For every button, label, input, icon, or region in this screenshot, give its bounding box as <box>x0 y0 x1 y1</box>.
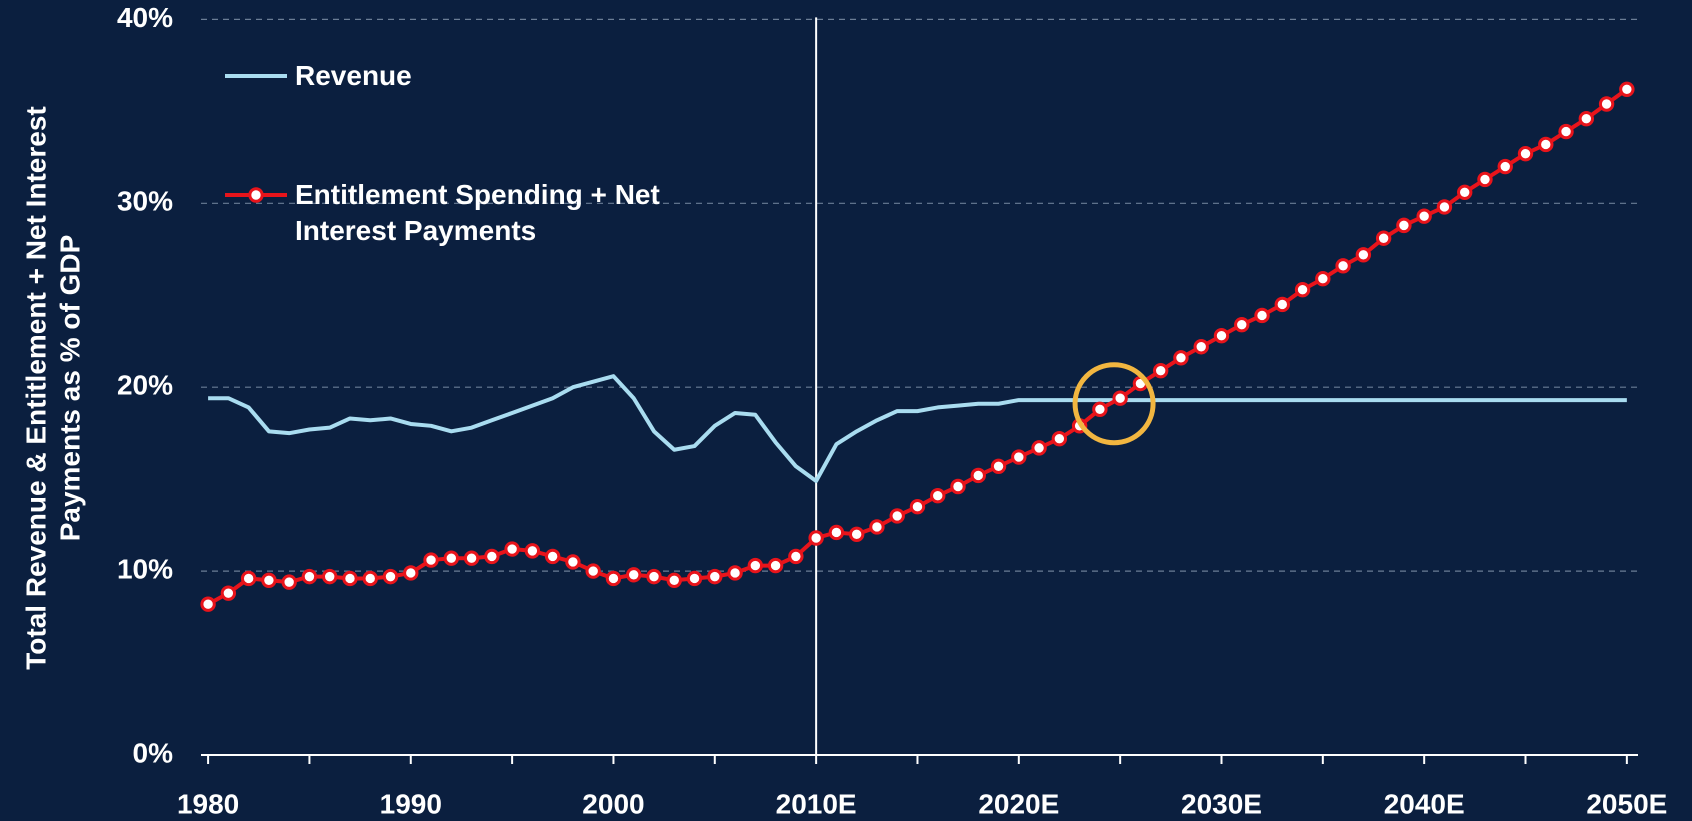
series-marker <box>423 552 439 568</box>
series-marker <box>1416 208 1432 224</box>
series-marker <box>930 488 946 504</box>
series-marker <box>788 548 804 565</box>
legend-label: Revenue <box>295 60 412 91</box>
series-marker <box>1031 440 1047 456</box>
legend-marker <box>248 187 264 203</box>
series-marker <box>443 550 460 566</box>
series-marker <box>1335 258 1351 274</box>
legend-label: Entitlement Spending + Net Interest Paym… <box>295 179 660 246</box>
series-marker <box>1274 296 1290 313</box>
series-marker <box>301 568 318 585</box>
series-marker <box>1254 307 1270 324</box>
x-tick-label: 1980 <box>177 788 239 819</box>
series-marker <box>504 541 520 557</box>
highlight-circle <box>1072 362 1156 446</box>
series-marker <box>1497 158 1513 175</box>
series-marker <box>1173 350 1189 366</box>
series-marker <box>1213 328 1230 344</box>
series-marker <box>990 458 1007 474</box>
y-tick-label: 0% <box>133 737 174 768</box>
series-marker <box>1193 339 1209 355</box>
series-marker <box>666 572 682 588</box>
x-tick-label: 2000 <box>582 788 644 819</box>
series-marker <box>970 467 986 484</box>
y-tick-label: 20% <box>117 370 173 401</box>
series-marker <box>869 519 885 535</box>
series-marker <box>1112 390 1128 406</box>
y-tick-label: 30% <box>117 186 173 217</box>
series-marker <box>1598 96 1615 112</box>
series-marker <box>747 557 764 574</box>
series-marker <box>1396 217 1412 234</box>
series-marker <box>281 574 297 590</box>
series-marker <box>808 530 824 546</box>
series-line <box>208 374 1627 483</box>
series-marker <box>1234 316 1250 333</box>
series-marker <box>403 565 419 581</box>
series-marker <box>605 570 622 587</box>
series-line <box>207 87 1629 606</box>
series-marker <box>1315 270 1331 287</box>
series-marker <box>707 568 723 585</box>
series-marker <box>1517 145 1534 162</box>
series-marker <box>200 596 216 612</box>
x-tick-label: 2020E <box>978 788 1059 819</box>
series-marker <box>889 508 905 524</box>
series-marker <box>1619 81 1635 97</box>
series-marker <box>1294 282 1311 298</box>
series-marker <box>261 572 277 588</box>
series-marker <box>362 570 378 587</box>
series-marker <box>1051 430 1068 447</box>
series-marker <box>1355 247 1372 263</box>
x-tick-label: 2050E <box>1586 788 1667 819</box>
series-marker <box>484 548 500 565</box>
y-axis-label: Payments as % of GDP <box>54 235 85 542</box>
series-marker <box>1558 123 1574 140</box>
series-marker <box>686 570 703 587</box>
series-marker <box>1152 362 1169 379</box>
series-marker <box>382 568 399 585</box>
x-tick-label: 2010E <box>776 788 857 819</box>
series-marker <box>646 568 662 585</box>
x-tick-label: 2030E <box>1181 788 1262 819</box>
series-marker <box>322 568 338 585</box>
series-marker <box>626 567 642 583</box>
series-marker <box>565 554 581 570</box>
series-marker <box>1538 136 1554 153</box>
series-marker <box>220 585 237 601</box>
series-marker <box>848 526 865 543</box>
x-tick-label: 2040E <box>1384 788 1465 819</box>
series-marker <box>1011 449 1027 465</box>
y-axis-label: Total Revenue & Entitlement + Net Intere… <box>20 106 51 670</box>
series-marker <box>240 570 257 587</box>
series-marker <box>909 499 926 515</box>
series-marker <box>1092 401 1108 417</box>
series-marker <box>524 543 541 559</box>
series-marker <box>1578 111 1595 127</box>
series-marker <box>950 478 966 495</box>
series-marker <box>727 565 743 581</box>
y-tick-label: 10% <box>117 553 173 584</box>
x-tick-label: 1990 <box>380 788 442 819</box>
series-marker <box>463 550 480 566</box>
y-tick-label: 40% <box>117 2 173 33</box>
series-marker <box>342 570 358 587</box>
series-marker <box>767 557 784 574</box>
series-marker <box>544 548 561 565</box>
series-marker <box>1477 171 1493 188</box>
series-marker <box>1457 184 1473 200</box>
series-marker <box>828 524 845 541</box>
series-marker <box>1375 230 1392 246</box>
series-marker <box>585 563 601 579</box>
series-marker <box>1436 199 1453 215</box>
